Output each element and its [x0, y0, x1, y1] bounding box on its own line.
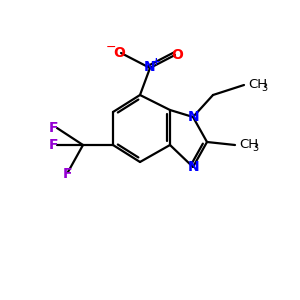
Text: CH: CH	[239, 137, 258, 151]
Text: 3: 3	[261, 83, 267, 93]
Text: F: F	[48, 121, 58, 135]
Text: N: N	[188, 110, 200, 124]
Text: F: F	[48, 138, 58, 152]
Text: 3: 3	[252, 143, 258, 153]
Text: N: N	[188, 160, 200, 174]
Text: F: F	[62, 167, 72, 181]
Text: O: O	[113, 46, 125, 60]
Text: CH: CH	[248, 77, 267, 91]
Text: N: N	[144, 60, 156, 74]
Text: −: −	[106, 40, 116, 53]
Text: +: +	[152, 57, 160, 67]
Text: O: O	[171, 48, 183, 62]
